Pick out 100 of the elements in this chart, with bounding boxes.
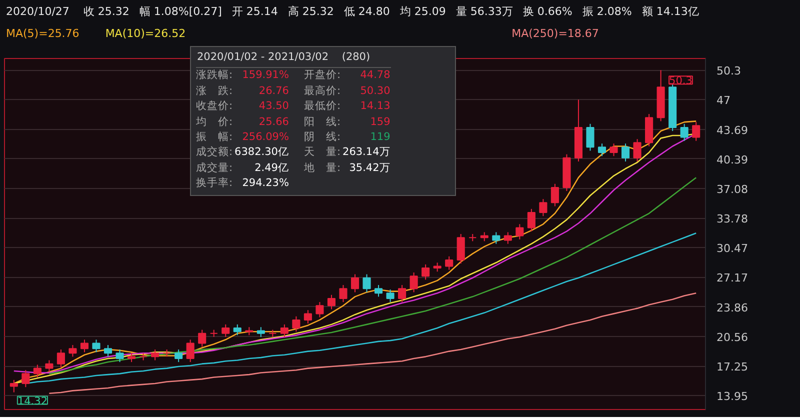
candlestick xyxy=(680,123,688,142)
text: 振 2.08% xyxy=(582,5,632,18)
y-tick-label: 20.56 xyxy=(716,330,748,344)
candlestick xyxy=(339,284,348,303)
line-series xyxy=(48,176,697,374)
text: 低 24.80 xyxy=(344,5,390,18)
annotation: 阴 线: xyxy=(302,130,342,146)
annotation: 涨跌幅: xyxy=(196,68,234,84)
text: MA(10)=26.52 xyxy=(105,27,186,40)
annotation: 地 量: xyxy=(302,160,342,176)
text: 开 25.14 xyxy=(232,5,278,18)
candlestick xyxy=(422,264,430,280)
candlestick xyxy=(104,344,112,358)
annotation: 开盘价: xyxy=(302,68,342,84)
candlestick xyxy=(186,339,194,363)
annotation: 159 xyxy=(369,114,392,130)
annotation: 26.76 xyxy=(258,84,290,99)
candlestick xyxy=(33,364,42,378)
candlestick xyxy=(350,274,360,293)
y-tick-label: 43.69 xyxy=(716,124,748,137)
y-tick-label: 13.95 xyxy=(716,390,748,404)
candlestick xyxy=(56,349,65,368)
annotation: 2.49亿 xyxy=(254,160,290,176)
y-tick-label: 33.78 xyxy=(716,212,748,226)
annotation: 119 xyxy=(369,130,392,146)
annotation: 阳 线: xyxy=(302,114,342,130)
annotation: 294.23% xyxy=(241,176,290,192)
candlestick xyxy=(198,329,206,348)
candlestick xyxy=(151,349,160,361)
annotation: 44.78 xyxy=(359,68,392,84)
candlestick xyxy=(516,224,524,240)
candlestick xyxy=(621,143,630,162)
candlestick xyxy=(92,339,100,353)
annotation: 收盘价: xyxy=(196,99,234,114)
candlestick xyxy=(292,316,300,332)
annotation: 6382.30亿 xyxy=(234,145,290,160)
annotation: 159.91% xyxy=(241,68,290,84)
candlestick xyxy=(633,138,642,162)
candlestick xyxy=(527,208,536,232)
candlestick xyxy=(586,123,594,152)
y-tick-label: 17.25 xyxy=(716,360,748,374)
candlestick xyxy=(539,198,548,217)
annotation: 成交量: xyxy=(196,160,234,176)
candlestick xyxy=(362,274,371,293)
y-tick-label: 47 xyxy=(716,94,730,108)
annotation: 均 价: xyxy=(196,114,234,130)
annotation: 25.66 xyxy=(258,114,290,130)
candlestick xyxy=(374,284,383,298)
candlestick xyxy=(10,379,18,393)
annotation: 43.50 xyxy=(258,99,290,114)
candlestick xyxy=(139,352,148,361)
y-tick-label: 40.39 xyxy=(716,153,748,166)
annotation: 256.09% xyxy=(241,130,290,146)
annotation: 50.30 xyxy=(359,84,392,99)
annotation: 涨 跌: xyxy=(196,84,234,99)
annotation: 14.13 xyxy=(359,99,392,114)
candlestick xyxy=(610,143,618,157)
candlestick xyxy=(410,272,418,293)
text: 额 14.13亿 xyxy=(642,5,699,18)
candlestick xyxy=(598,143,606,157)
candlestick xyxy=(222,324,230,338)
text: 2020/10/27 xyxy=(6,5,70,18)
candlestick xyxy=(445,256,454,270)
candlestick xyxy=(386,289,394,303)
text: 高 25.32 xyxy=(288,5,334,18)
candlestick xyxy=(22,370,30,388)
candlestick xyxy=(233,324,242,336)
y-tick-label: 23.86 xyxy=(716,301,748,314)
annotation: 35.42万 xyxy=(348,160,392,176)
candlestick xyxy=(80,339,89,353)
candlestick xyxy=(692,122,700,142)
text: 幅 1.08%[0.27] xyxy=(139,5,222,18)
candlestick xyxy=(398,284,406,303)
annotation: 天 量: xyxy=(302,145,342,160)
candlestick xyxy=(280,324,288,338)
candlestick xyxy=(456,234,465,264)
annotation: 换手率: xyxy=(196,176,234,192)
annotation: 成交额: xyxy=(196,145,234,160)
y-tick-label: 27.17 xyxy=(716,272,748,285)
candlestick xyxy=(327,294,336,310)
line-series xyxy=(48,292,697,394)
text: 均 25.09 xyxy=(400,5,446,18)
y-tick-label: 37.08 xyxy=(716,183,748,196)
candlestick xyxy=(256,326,265,338)
y-tick-label: 30.47 xyxy=(716,242,748,256)
text: MA(250)=18.67 xyxy=(512,27,599,40)
candlestick xyxy=(550,183,559,207)
text: 换 0.66% xyxy=(522,5,572,18)
annotation: 最低价: xyxy=(302,99,342,114)
annotation: 振 幅: xyxy=(196,130,234,146)
annotation: 最高价: xyxy=(302,84,342,99)
candlestick xyxy=(316,302,324,318)
text: 2020/01/02 - 2021/03/02 (280) xyxy=(197,51,370,63)
annotation: 263.14万 xyxy=(342,145,392,160)
candlestick xyxy=(45,360,54,372)
text: 收 25.32 xyxy=(83,5,130,18)
candlestick xyxy=(304,310,312,324)
text: 量 56.33万 xyxy=(456,5,513,18)
candlestick xyxy=(116,349,124,363)
candlestick xyxy=(504,232,512,244)
